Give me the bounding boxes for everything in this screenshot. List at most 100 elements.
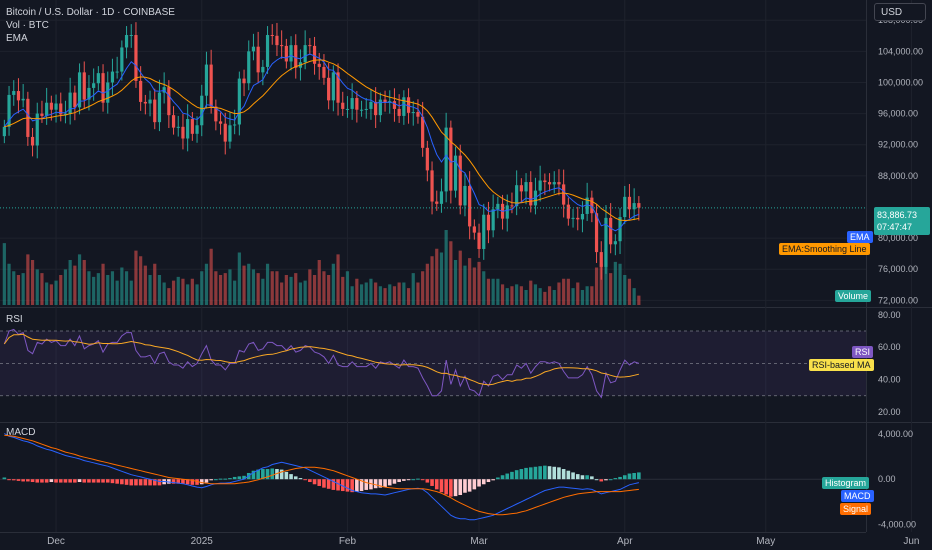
rsi-pane-title[interactable]: RSI (6, 314, 23, 325)
candle-body (214, 106, 218, 122)
price-axis-label: 92,000.00 (878, 140, 918, 150)
volume-bar (369, 278, 373, 305)
macd-histogram-bar (87, 479, 91, 483)
volume-bar (289, 276, 293, 305)
candle-body (627, 196, 632, 210)
candle-body (486, 214, 491, 231)
time-axis-label: Feb (339, 536, 357, 547)
macd-histogram-bar (308, 479, 312, 483)
price-axis-label: 104,000.00 (878, 46, 923, 56)
volume-bar (402, 282, 406, 305)
candle-body (308, 45, 312, 47)
candle-body (115, 71, 119, 73)
macd-histogram-bar (575, 474, 580, 480)
macd-histogram-bar (538, 466, 542, 480)
candle-body (63, 113, 68, 115)
macd-histogram-bar (486, 479, 491, 483)
macd-histogram-bar (115, 479, 119, 484)
symbol-title[interactable]: Bitcoin / U.S. Dollar · 1D · COINBASE (6, 7, 175, 18)
macd-pane-title[interactable]: MACD (6, 427, 36, 438)
macd-histogram-bar (331, 479, 336, 490)
volume-bar (388, 284, 392, 305)
macd-histogram-bar (373, 479, 378, 489)
volume-bar (515, 284, 519, 305)
volume-bar (421, 271, 425, 305)
candle-body (449, 127, 453, 191)
volume-bar (68, 260, 72, 305)
candle-body (383, 99, 387, 103)
volume-bar (54, 280, 58, 305)
macd-histogram-bar (312, 479, 317, 485)
volume-bar (2, 243, 6, 305)
volume-bar (552, 290, 556, 305)
rsi-pane[interactable]: 80.00 60.00 40.00 20.00 (0, 310, 901, 417)
candle-body (195, 125, 199, 134)
candle-body (590, 197, 594, 214)
macd-histogram-bar (519, 469, 524, 480)
volume-bar (110, 271, 115, 305)
volume-bar (171, 280, 176, 305)
macd-histogram-bar (190, 479, 195, 485)
volume-bar (284, 275, 288, 305)
volume-bar (580, 290, 585, 305)
candle-body (327, 77, 331, 101)
macd-histogram-bar (359, 479, 364, 492)
volume-bar (77, 254, 82, 305)
macd-histogram-bar (143, 479, 148, 486)
candle-body (312, 45, 317, 64)
macd-histogram-bar (496, 477, 500, 480)
volume-bar (604, 248, 608, 305)
rsi-axis-label: 60.00 (878, 342, 901, 352)
macd-histogram-bar (63, 479, 68, 483)
ema-lines (0, 53, 866, 232)
candle-body (543, 180, 547, 183)
candle-body (134, 35, 138, 81)
candle-body (374, 101, 378, 116)
volume-bar (543, 291, 547, 305)
macd-pane[interactable]: 4,000.00 0.00 -4,000.00 (0, 429, 916, 529)
bar-countdown: 07:47:47 (877, 222, 913, 232)
macd-histogram-bar (561, 469, 566, 480)
volume-bar (16, 275, 21, 305)
histogram-tag: Histogram (822, 477, 870, 489)
candle-body (435, 201, 439, 204)
candle-body (350, 98, 354, 109)
currency-button[interactable]: USD (874, 3, 926, 21)
candle-body (35, 113, 39, 146)
candle-body (425, 147, 429, 171)
macd-histogram-bar (105, 479, 110, 483)
candle-body (585, 197, 589, 214)
macd-histogram-bar (637, 472, 641, 480)
volume-bar (92, 276, 96, 305)
volume-bar (73, 265, 77, 305)
macd-histogram-bar (195, 479, 199, 485)
candle-body (73, 92, 77, 108)
candle-body (364, 108, 368, 110)
volume-bar (167, 288, 171, 305)
volume-bar (453, 260, 458, 305)
volume-bar (265, 263, 270, 305)
candlesticks[interactable] (2, 22, 641, 280)
volume-bar (134, 250, 138, 305)
volume-bar (482, 271, 486, 305)
macd-histogram-bar (279, 469, 284, 480)
volume-bar (129, 280, 133, 305)
candle-body (92, 83, 96, 88)
volume-bar (331, 263, 335, 305)
volume-bar (153, 263, 157, 305)
volume-legend[interactable]: Vol · BTC (6, 20, 49, 31)
volume-bar (298, 282, 303, 305)
volume-bar (350, 286, 354, 305)
macd-histogram-bar (524, 467, 528, 480)
macd-histogram-bar (608, 479, 613, 481)
candle-body (7, 94, 11, 127)
macd-histogram-bar (585, 475, 589, 480)
signal-tag: Signal (840, 503, 872, 515)
candle-body (186, 119, 190, 139)
macd-histogram-bar (627, 473, 632, 480)
candle-body (256, 46, 260, 73)
volume-bar (7, 263, 11, 305)
ema-legend[interactable]: EMA (6, 33, 28, 44)
macd-histogram-bar (481, 479, 486, 485)
